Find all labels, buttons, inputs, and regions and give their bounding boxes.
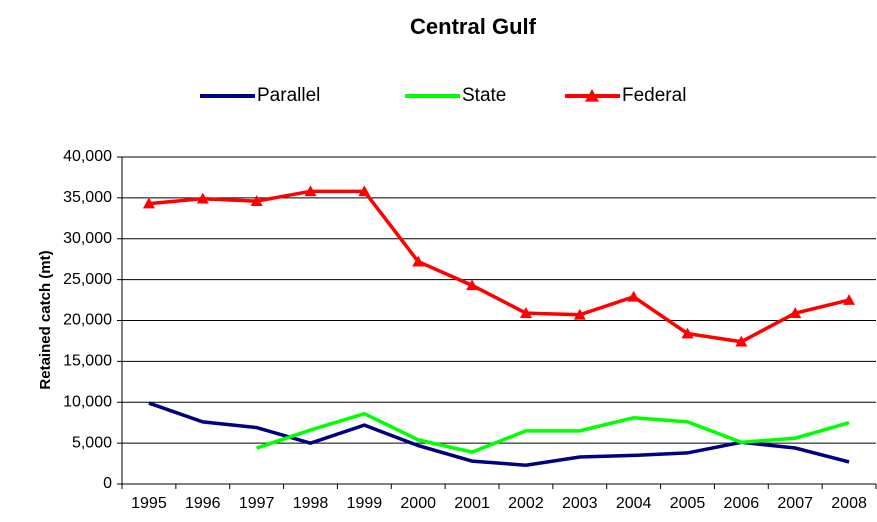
x-tick-label: 1996 [185, 495, 221, 512]
chart-title: Central Gulf [410, 14, 537, 39]
point-marker [196, 192, 209, 204]
legend-label: Parallel [257, 85, 320, 106]
legend-label: State [462, 85, 506, 106]
x-tick-label: 2006 [724, 495, 760, 512]
point-marker [142, 197, 155, 209]
point-marker [304, 185, 317, 197]
x-tick-label: 2004 [616, 495, 652, 512]
y-tick-label: 20,000 [63, 312, 112, 329]
y-tick-label: 0 [103, 475, 112, 492]
x-tick-label: 2001 [454, 495, 490, 512]
x-tick-label: 2000 [400, 495, 436, 512]
y-tick-label: 5,000 [72, 434, 112, 451]
series-line [148, 401, 850, 467]
y-tick-label: 30,000 [63, 230, 112, 247]
series-line [256, 411, 850, 454]
y-axis-label: Retained catch (mt) [37, 250, 54, 389]
legend-label: Federal [622, 85, 686, 106]
y-tick-label: 25,000 [63, 271, 112, 288]
y-tick-label: 40,000 [63, 148, 112, 165]
point-marker [681, 327, 694, 339]
x-tick-label: 2005 [670, 495, 706, 512]
y-tick-label: 35,000 [63, 189, 112, 206]
x-tick-label: 1997 [239, 495, 275, 512]
x-tick-label: 2007 [777, 495, 813, 512]
x-tick-label: 2002 [508, 495, 544, 512]
x-tick-label: 1998 [293, 495, 329, 512]
x-tick-label: 2003 [562, 495, 598, 512]
x-tick-label: 1999 [347, 495, 383, 512]
x-tick-label: 1995 [131, 495, 167, 512]
series-line [148, 189, 850, 344]
legend-marker [585, 89, 599, 102]
point-marker [843, 294, 856, 305]
point-marker [519, 307, 532, 318]
point-marker [412, 255, 425, 267]
point-marker [735, 335, 748, 347]
point-marker [358, 185, 371, 197]
point-marker [573, 308, 586, 320]
point-marker [466, 279, 479, 291]
point-marker [627, 290, 640, 302]
x-tick-label: 2008 [831, 495, 867, 512]
point-marker [789, 307, 802, 318]
y-tick-label: 10,000 [63, 393, 112, 410]
y-tick-label: 15,000 [63, 353, 112, 370]
point-marker [250, 195, 263, 206]
